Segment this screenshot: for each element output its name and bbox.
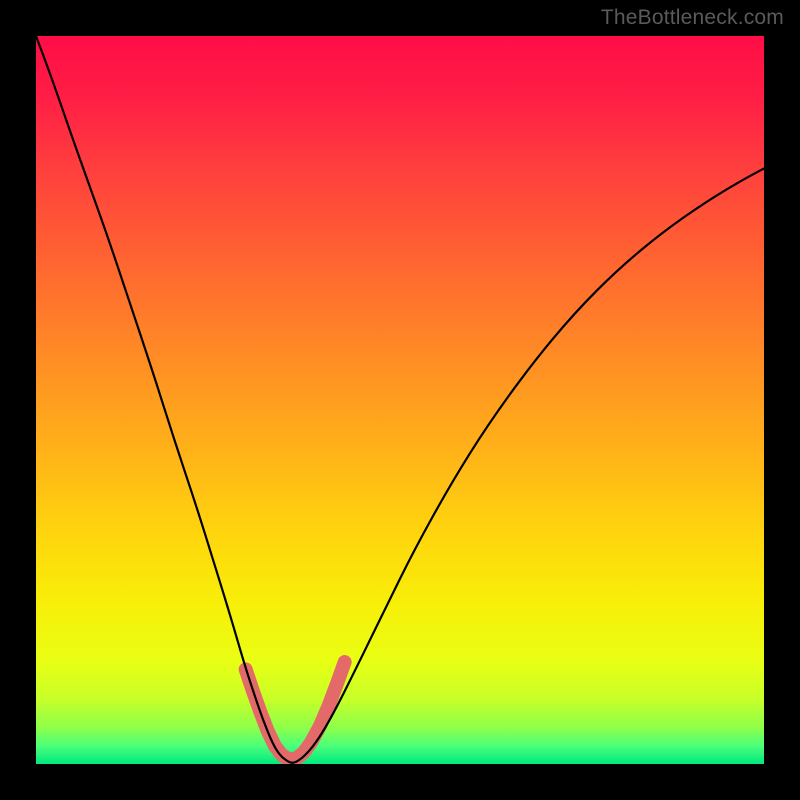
bottleneck-curve — [36, 36, 764, 763]
plot-area — [36, 36, 764, 764]
watermark-text: TheBottleneck.com — [601, 6, 784, 30]
curve-layer — [36, 36, 764, 764]
chart-frame: TheBottleneck.com — [0, 0, 800, 800]
